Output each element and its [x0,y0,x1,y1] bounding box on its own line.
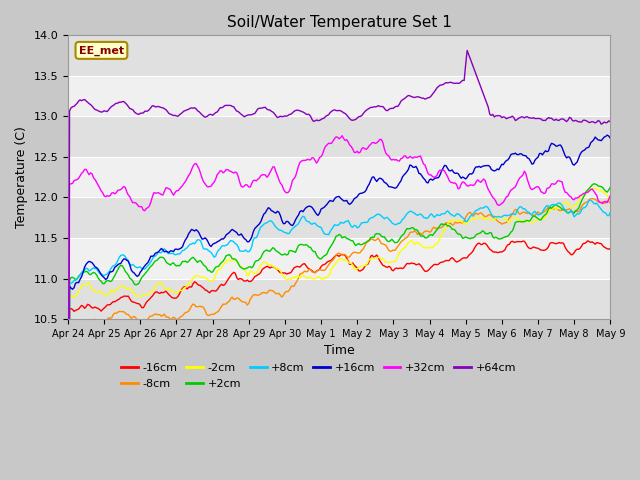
+16cm [165,250,173,255]
+8cm [587,197,595,203]
-8cm [373,237,381,242]
Line: +2cm: +2cm [68,184,611,480]
+32cm [404,155,412,161]
Line: +16cm: +16cm [68,135,611,480]
-8cm [588,195,596,201]
+64cm [403,94,411,99]
Bar [68,76,611,117]
+64cm [79,97,87,103]
Bar [68,36,611,76]
Line: +8cm: +8cm [68,200,611,480]
Line: -8cm: -8cm [68,198,611,480]
+64cm [373,104,381,109]
+2cm [590,181,598,187]
Bar [68,238,611,278]
-8cm [391,248,399,253]
+16cm [373,179,381,184]
-16cm [584,238,591,244]
-16cm [165,292,173,298]
+64cm [165,110,173,116]
+2cm [165,261,173,267]
-2cm [373,255,381,261]
+8cm [373,212,381,217]
+2cm [403,226,411,231]
+32cm [374,139,382,144]
-8cm [79,322,87,327]
+8cm [165,251,173,256]
+64cm [463,48,471,53]
Legend: -16cm, -8cm, -2cm, +2cm, +8cm, +16cm, +32cm, +64cm: -16cm, -8cm, -2cm, +2cm, +8cm, +16cm, +3… [117,359,520,393]
-8cm [540,209,548,215]
-2cm [165,286,173,291]
+32cm [392,156,400,162]
Line: +64cm: +64cm [68,50,611,480]
+8cm [79,268,87,274]
+16cm [540,150,548,156]
+8cm [607,210,614,216]
+32cm [541,190,549,196]
+8cm [540,206,548,212]
+16cm [391,185,399,191]
+8cm [391,221,399,227]
Bar [68,157,611,197]
Bar [68,117,611,157]
+16cm [604,132,611,138]
Line: -16cm: -16cm [68,241,611,480]
+32cm [607,193,614,199]
-16cm [79,303,87,309]
+32cm [339,133,346,139]
-16cm [607,246,614,252]
Y-axis label: Temperature (C): Temperature (C) [15,126,28,228]
-2cm [403,241,411,247]
+2cm [607,184,614,190]
-8cm [607,200,614,206]
-16cm [403,261,411,266]
-2cm [607,195,614,201]
+64cm [541,118,549,123]
Text: EE_met: EE_met [79,45,124,56]
-8cm [165,315,173,321]
Title: Soil/Water Temperature Set 1: Soil/Water Temperature Set 1 [227,15,452,30]
-2cm [540,216,548,222]
+64cm [607,119,614,124]
X-axis label: Time: Time [324,344,355,357]
-2cm [79,282,87,288]
+64cm [391,104,399,110]
+2cm [373,231,381,237]
+16cm [79,270,87,276]
Line: +32cm: +32cm [68,136,611,480]
+32cm [79,169,87,175]
Bar [68,197,611,238]
-8cm [403,235,411,240]
+16cm [607,135,614,141]
-16cm [391,266,399,272]
-16cm [373,252,381,258]
-16cm [540,248,548,253]
Line: -2cm: -2cm [68,188,611,480]
+16cm [403,169,411,175]
Bar [68,278,611,319]
-2cm [591,185,599,191]
+2cm [79,269,87,275]
-2cm [391,259,399,264]
+2cm [391,240,399,245]
+2cm [540,213,548,219]
+8cm [403,211,411,216]
+32cm [165,186,173,192]
